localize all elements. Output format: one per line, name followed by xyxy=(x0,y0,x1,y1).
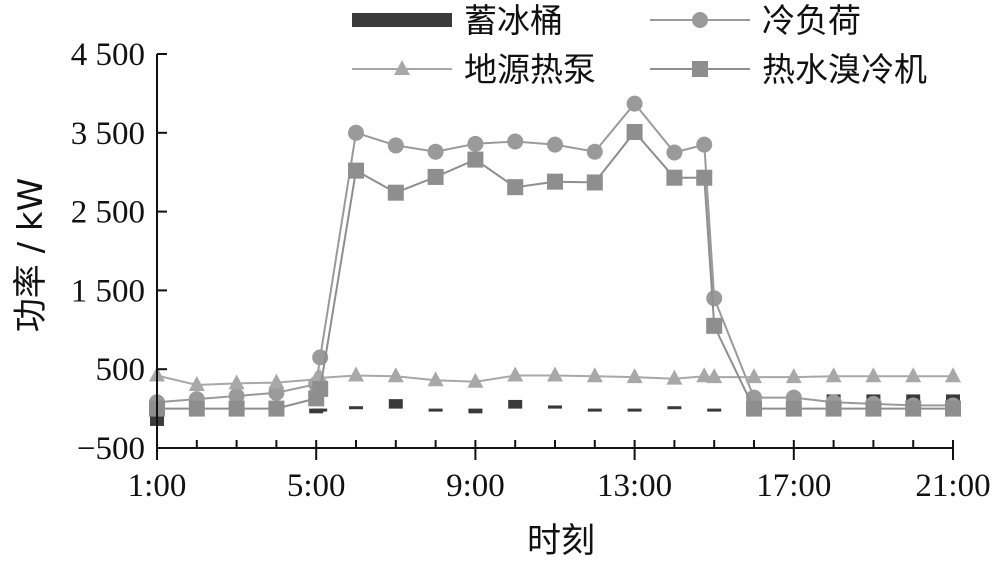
cooling-load-point xyxy=(696,136,713,153)
heat-pump-point xyxy=(467,372,484,388)
cooling-load-point xyxy=(626,95,643,112)
absorption-chiller-point xyxy=(348,162,364,179)
x-tick-label: 17:00 xyxy=(756,468,831,504)
cooling-load-point xyxy=(387,137,404,154)
x-axis-title: 时刻 xyxy=(527,521,595,561)
y-tick-label: 3 500 xyxy=(71,116,145,152)
heat-pump-point xyxy=(825,367,842,383)
heat-pump-point xyxy=(507,366,524,382)
absorption-chiller-point xyxy=(696,169,713,186)
legend-swatch-bar xyxy=(352,13,452,27)
ice-tank-bar xyxy=(388,399,403,409)
cooling-load-point xyxy=(586,143,603,160)
absorption-chiller-point xyxy=(268,400,285,417)
heat-pump-point xyxy=(188,375,205,391)
absorption-chiller-point xyxy=(228,400,245,417)
cooling-load-point xyxy=(228,387,245,404)
heat-pump-point xyxy=(865,367,882,383)
absorption-chiller-point xyxy=(188,400,205,417)
legend-triangle-marker xyxy=(394,60,410,75)
cooling-load-point xyxy=(706,290,723,307)
series-lines xyxy=(149,95,961,417)
absorption-chiller-point xyxy=(547,173,563,190)
x-axis-ticks: 1:00 5:00 9:00 13:00 17:00 21:00 xyxy=(128,440,991,504)
heat-pump-point xyxy=(696,367,713,383)
absorption-chiller-point xyxy=(785,400,802,417)
ice-tank-bar xyxy=(548,405,562,409)
cooling-load-point xyxy=(547,136,563,153)
heat-pump-point xyxy=(348,366,364,382)
y-tick-label: 4 500 xyxy=(71,37,145,73)
cooling-load-point xyxy=(507,133,524,150)
ice-tank-bar xyxy=(587,408,602,412)
cooling-load-point xyxy=(348,124,364,141)
ice-tank-bar xyxy=(468,408,483,414)
absorption-chiller-point xyxy=(825,400,842,417)
absorption-chiller-point xyxy=(387,184,404,201)
y-tick-label: 2 500 xyxy=(71,195,145,231)
absorption-chiller-point xyxy=(312,380,329,397)
absorption-chiller-point xyxy=(945,400,961,417)
absorption-chiller-point xyxy=(467,151,484,168)
heat-pump-point xyxy=(387,367,404,383)
heat-pump-point xyxy=(785,368,802,384)
ice-tank-bar xyxy=(313,408,328,412)
heat-pump-point xyxy=(905,367,922,383)
ice-tank-bar xyxy=(428,408,443,412)
cooling-load-point xyxy=(467,135,484,152)
heat-pump-point xyxy=(427,371,444,387)
absorption-chiller-point xyxy=(905,400,922,417)
absorption-chiller-point xyxy=(626,124,643,141)
heat-pump-point xyxy=(586,367,603,383)
cooling-load-point xyxy=(268,384,285,401)
heat-pump-point xyxy=(626,368,643,384)
heat-pump-point xyxy=(945,367,961,383)
heat-pump-point xyxy=(706,368,723,384)
x-tick-label: 9:00 xyxy=(446,468,505,504)
heat-pump-point xyxy=(312,368,329,384)
y-tick-label: 1 500 xyxy=(71,273,145,309)
legend-label: 地源热泵 xyxy=(464,50,596,89)
legend-label: 热水溴冷机 xyxy=(762,50,927,89)
ice-tank-bar xyxy=(667,406,682,410)
legend-circle-marker xyxy=(692,12,708,28)
y-tick-label: −500 xyxy=(77,431,145,467)
cooling-load-point xyxy=(666,144,683,161)
legend-label: 冷负荷 xyxy=(762,1,861,40)
absorption-chiller-point xyxy=(865,400,882,417)
x-tick-label: 1:00 xyxy=(128,468,187,504)
absorption-chiller-point xyxy=(706,317,723,334)
absorption-chiller-point xyxy=(746,400,762,417)
ice-tank-bar xyxy=(349,406,363,410)
heat-pump-point xyxy=(746,368,762,384)
absorption-chiller-point xyxy=(586,174,603,191)
ice-tank-bar xyxy=(508,399,523,409)
heat-pump-point xyxy=(666,369,683,385)
ice-tank-bar xyxy=(707,408,722,412)
y-axis-ticks: −500 500 1 500 2 500 3 500 4 500 xyxy=(71,37,167,467)
cooling-load-point xyxy=(427,143,444,160)
heat-pump-point xyxy=(228,374,245,390)
absorption-chiller-point xyxy=(507,179,524,196)
x-tick-label: 21:00 xyxy=(915,468,990,504)
absorption-chiller-point xyxy=(666,169,683,186)
legend-label: 蓄冰桶 xyxy=(464,1,563,40)
heat-pump-point xyxy=(547,366,563,382)
y-tick-label: 500 xyxy=(96,352,146,388)
x-tick-label: 13:00 xyxy=(597,468,672,504)
heat-pump-point xyxy=(268,373,285,389)
legend-square-marker xyxy=(692,61,708,77)
absorption-chiller-point xyxy=(427,168,444,185)
x-tick-label: 5:00 xyxy=(287,468,346,504)
y-axis-title: 功率 / kW xyxy=(11,178,51,332)
ice-tank-bar xyxy=(627,408,642,412)
